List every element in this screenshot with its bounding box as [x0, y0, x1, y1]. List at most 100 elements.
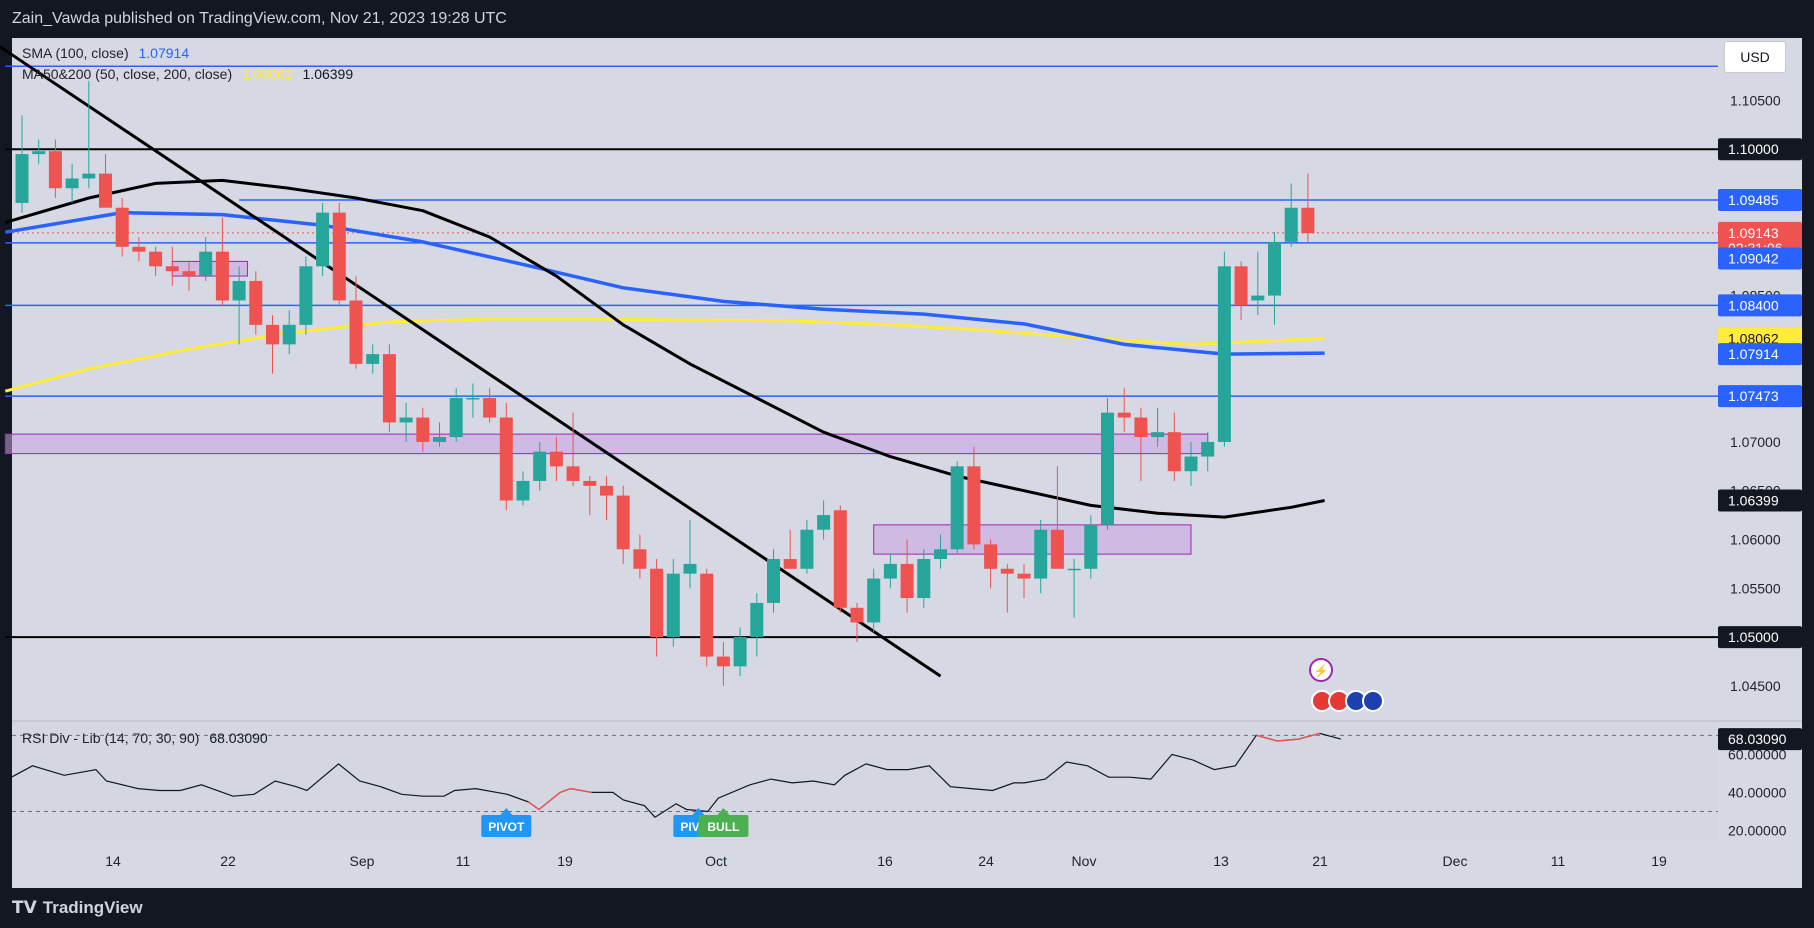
candle-up[interactable] — [867, 578, 881, 623]
price-axis-label-text: 1.09042 — [1728, 251, 1779, 267]
candle-up[interactable] — [750, 602, 764, 638]
candle-up[interactable] — [666, 573, 680, 638]
price-axis-label-text: 1.10000 — [1728, 141, 1779, 157]
price-axis-label-3 — [1718, 294, 1802, 317]
candle-up[interactable] — [399, 417, 413, 423]
candle-up[interactable] — [1284, 207, 1298, 242]
candle-down[interactable] — [266, 324, 279, 345]
candle-down[interactable] — [583, 480, 597, 486]
candle-down[interactable] — [549, 451, 563, 467]
candle-down[interactable] — [249, 280, 263, 325]
candle-up[interactable] — [733, 637, 747, 667]
candle-up[interactable] — [516, 480, 530, 501]
rsi-legend-value: 68.03090 — [209, 730, 268, 746]
candle-down[interactable] — [1017, 573, 1031, 579]
candle-up[interactable] — [82, 173, 96, 179]
candle-up[interactable] — [466, 398, 480, 400]
ma-legend: MA50&200 (50, close, 200, close) 1.08062… — [22, 66, 353, 82]
candle-down[interactable] — [1167, 432, 1181, 472]
candle-down[interactable] — [349, 300, 363, 364]
candle-up[interactable] — [683, 563, 697, 574]
candle-up[interactable] — [800, 529, 814, 569]
candle-down[interactable] — [650, 568, 664, 638]
candle-down[interactable] — [1134, 417, 1148, 438]
candle-up[interactable] — [917, 559, 931, 599]
candle-up[interactable] — [950, 466, 964, 550]
lightning-icon[interactable] — [1309, 658, 1333, 682]
candle-down[interactable] — [182, 271, 196, 277]
candle-up[interactable] — [32, 151, 46, 155]
candle-down[interactable] — [332, 212, 346, 301]
candle-down[interactable] — [499, 417, 513, 501]
candle-up[interactable] — [1217, 266, 1231, 442]
candle-up[interactable] — [1034, 529, 1048, 579]
candle-up[interactable] — [299, 266, 313, 325]
rsi-marker-bull[interactable] — [698, 815, 749, 837]
candle-down[interactable] — [850, 607, 864, 623]
candle-up[interactable] — [1151, 432, 1165, 438]
candle-down[interactable] — [616, 495, 630, 550]
candle-up[interactable] — [15, 154, 29, 203]
candle-up[interactable] — [1084, 524, 1098, 569]
candle-up[interactable] — [1101, 412, 1114, 525]
candle-down[interactable] — [1117, 412, 1131, 418]
candle-up[interactable] — [366, 354, 380, 364]
candle-up[interactable] — [449, 398, 463, 438]
candle-down[interactable] — [633, 549, 647, 569]
candle-down[interactable] — [132, 246, 146, 252]
candle-up[interactable] — [199, 251, 213, 277]
candle-down[interactable] — [382, 354, 396, 423]
time-axis-tick: 14 — [105, 853, 121, 869]
candle-up[interactable] — [1251, 295, 1265, 301]
rsi-marker-pivot[interactable] — [481, 815, 532, 837]
candle-down[interactable] — [115, 207, 129, 247]
candle-up[interactable] — [282, 324, 296, 345]
price-axis-label-0 — [1718, 188, 1802, 211]
candle-down[interactable] — [700, 573, 714, 657]
eu-flag-icon[interactable] — [1362, 690, 1384, 712]
candle-up[interactable] — [1268, 241, 1281, 296]
candle-down[interactable] — [967, 466, 981, 545]
price-axis-label-text: 1.07914 — [1728, 346, 1779, 362]
sma-legend: SMA (100, close) 1.07914 — [22, 45, 189, 61]
candle-down[interactable] — [416, 417, 430, 442]
time-axis-tick: Nov — [1072, 853, 1097, 869]
price-axis-tick: 1.10500 — [1730, 92, 1781, 108]
candle-up[interactable] — [1067, 568, 1081, 571]
candle-down[interactable] — [984, 544, 998, 569]
candle-up[interactable] — [316, 212, 330, 267]
candle-up[interactable] — [767, 559, 780, 603]
rsi-value-label — [1718, 728, 1802, 751]
tradingview-logo[interactable]: 𝗧𝗩 TradingView — [12, 898, 143, 918]
candle-down[interactable] — [149, 251, 163, 267]
candle-up[interactable] — [1184, 456, 1198, 472]
candle-down[interactable] — [1301, 207, 1315, 234]
candle-down[interactable] — [716, 656, 730, 667]
candle-down[interactable] — [1234, 266, 1248, 306]
candle-down[interactable] — [900, 563, 914, 599]
candle-down[interactable] — [215, 251, 229, 301]
candle-down[interactable] — [833, 510, 847, 608]
rsi-marker-arrow — [500, 808, 513, 815]
candle-down[interactable] — [600, 485, 613, 496]
candle-up[interactable] — [1201, 441, 1215, 457]
candle-down[interactable] — [783, 559, 797, 569]
candle-up[interactable] — [232, 280, 246, 301]
currency-button[interactable]: USD — [1724, 41, 1786, 73]
candle-down[interactable] — [165, 266, 179, 272]
candle-up[interactable] — [883, 563, 897, 579]
candle-down[interactable] — [483, 398, 497, 418]
candle-down[interactable] — [1050, 529, 1064, 569]
candle-up[interactable] — [533, 451, 547, 481]
candle-up[interactable] — [65, 178, 79, 189]
candle-up[interactable] — [433, 437, 446, 442]
candle-up[interactable] — [817, 515, 831, 530]
candle-down[interactable] — [566, 466, 580, 481]
candle-up[interactable] — [934, 549, 947, 560]
rsi-axis-tick: 60.00000 — [1728, 746, 1787, 762]
candle-down[interactable] — [99, 173, 112, 208]
rsi-marker-label: PIVOT — [488, 820, 525, 834]
candle-down[interactable] — [48, 151, 62, 189]
candle-down[interactable] — [1000, 568, 1014, 574]
